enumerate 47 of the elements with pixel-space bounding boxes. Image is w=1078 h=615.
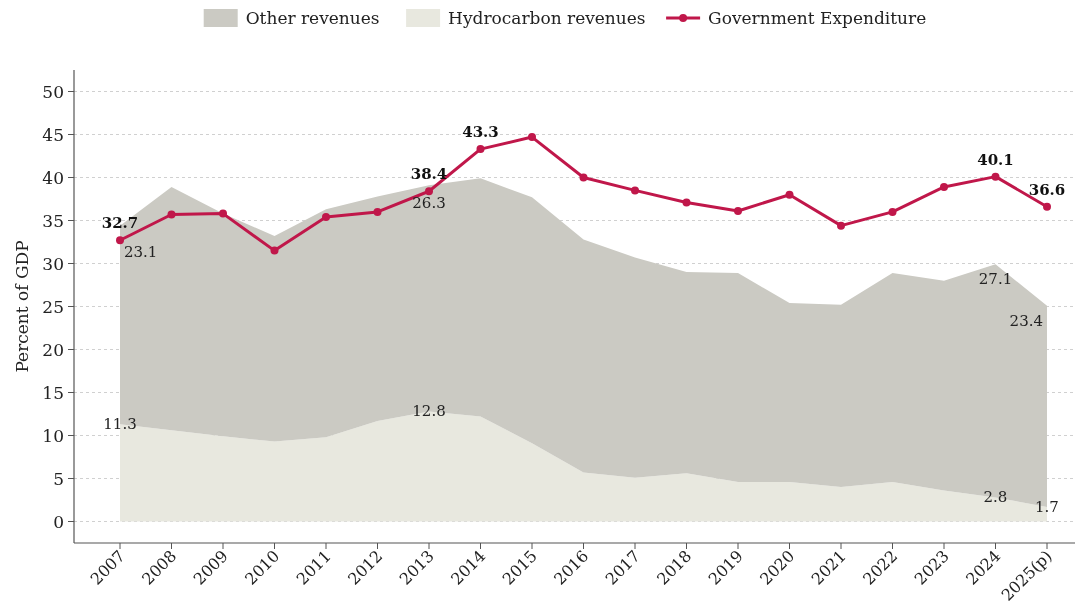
point xyxy=(631,186,639,195)
data-label: 11.3 xyxy=(103,415,137,434)
data-label: 1.7 xyxy=(1035,497,1059,516)
y-axis-title: Percent of GDP xyxy=(12,240,32,373)
legend-label: Hydrocarbon revenues xyxy=(448,8,646,28)
point xyxy=(425,187,433,196)
y-tick-label: 35 xyxy=(42,210,64,231)
point xyxy=(1043,202,1051,211)
legend-label: Other revenues xyxy=(245,8,380,28)
y-tick-label: 30 xyxy=(42,253,64,274)
point xyxy=(270,246,279,255)
point xyxy=(116,236,124,245)
data-label: 43.3 xyxy=(462,123,499,142)
y-tick-label: 0 xyxy=(53,511,64,532)
point xyxy=(579,173,588,182)
point xyxy=(991,172,1000,181)
data-label: 23.4 xyxy=(1009,311,1043,330)
point xyxy=(734,207,742,216)
data-label: 2.8 xyxy=(983,488,1008,507)
point xyxy=(476,145,485,154)
point xyxy=(837,221,845,230)
point xyxy=(528,133,536,142)
point xyxy=(888,207,897,216)
data-label: 23.1 xyxy=(124,243,158,262)
data-label: 40.1 xyxy=(977,150,1014,169)
data-label: 27.1 xyxy=(978,270,1013,289)
y-tick-label: 45 xyxy=(42,124,64,145)
y-tick-label: 5 xyxy=(53,468,64,489)
data-label: 36.6 xyxy=(1028,180,1066,199)
y-tick-label: 15 xyxy=(42,382,64,403)
data-label: 32.7 xyxy=(101,214,139,233)
y-tick-label: 25 xyxy=(42,296,64,317)
data-label: 26.3 xyxy=(412,194,446,213)
point xyxy=(322,213,330,222)
point xyxy=(682,198,691,207)
legend-label: Government Expenditure xyxy=(708,8,927,28)
point xyxy=(785,190,794,199)
y-tick-label: 50 xyxy=(42,81,64,102)
point xyxy=(373,207,382,216)
data-label: 38.4 xyxy=(410,165,448,184)
point xyxy=(219,209,227,218)
y-tick-label: 10 xyxy=(42,425,64,446)
data-label: 12.8 xyxy=(412,402,446,421)
y-tick-label: 40 xyxy=(42,167,64,188)
point xyxy=(940,182,948,191)
point xyxy=(167,210,176,219)
y-tick-label: 20 xyxy=(42,339,64,360)
